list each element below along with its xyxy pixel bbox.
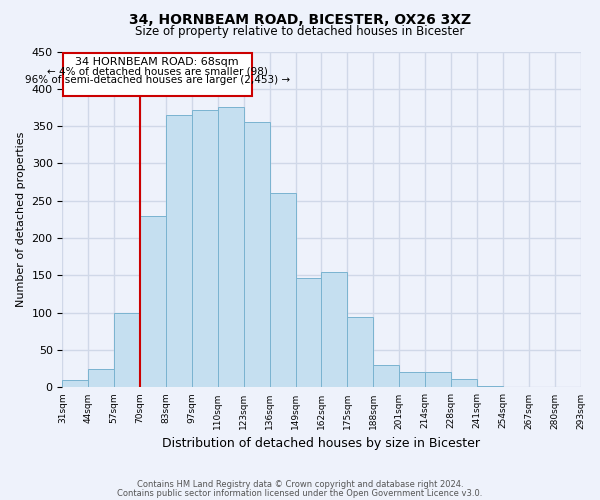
Bar <box>192 110 218 388</box>
Text: Contains HM Land Registry data © Crown copyright and database right 2024.: Contains HM Land Registry data © Crown c… <box>137 480 463 489</box>
Text: Size of property relative to detached houses in Bicester: Size of property relative to detached ho… <box>136 25 464 38</box>
Bar <box>503 386 529 388</box>
Bar <box>347 316 373 388</box>
Bar <box>425 372 451 388</box>
Bar <box>399 372 425 388</box>
Bar <box>218 108 244 388</box>
Bar <box>296 278 322 388</box>
Text: 34, HORNBEAM ROAD, BICESTER, OX26 3XZ: 34, HORNBEAM ROAD, BICESTER, OX26 3XZ <box>129 12 471 26</box>
Bar <box>62 380 88 388</box>
Bar <box>244 122 269 388</box>
Bar <box>88 369 114 388</box>
Bar <box>554 386 581 388</box>
Bar <box>451 379 477 388</box>
Bar <box>477 386 503 388</box>
Text: ← 4% of detached houses are smaller (98): ← 4% of detached houses are smaller (98) <box>47 66 268 76</box>
Bar <box>140 216 166 388</box>
Bar <box>373 365 399 388</box>
Text: Contains public sector information licensed under the Open Government Licence v3: Contains public sector information licen… <box>118 488 482 498</box>
Bar <box>114 313 140 388</box>
Bar <box>269 194 296 388</box>
Text: 96% of semi-detached houses are larger (2,453) →: 96% of semi-detached houses are larger (… <box>25 76 290 86</box>
Y-axis label: Number of detached properties: Number of detached properties <box>16 132 26 307</box>
Text: 34 HORNBEAM ROAD: 68sqm: 34 HORNBEAM ROAD: 68sqm <box>76 56 239 66</box>
X-axis label: Distribution of detached houses by size in Bicester: Distribution of detached houses by size … <box>163 437 481 450</box>
Bar <box>166 115 192 388</box>
Bar <box>322 272 347 388</box>
FancyBboxPatch shape <box>63 53 251 96</box>
